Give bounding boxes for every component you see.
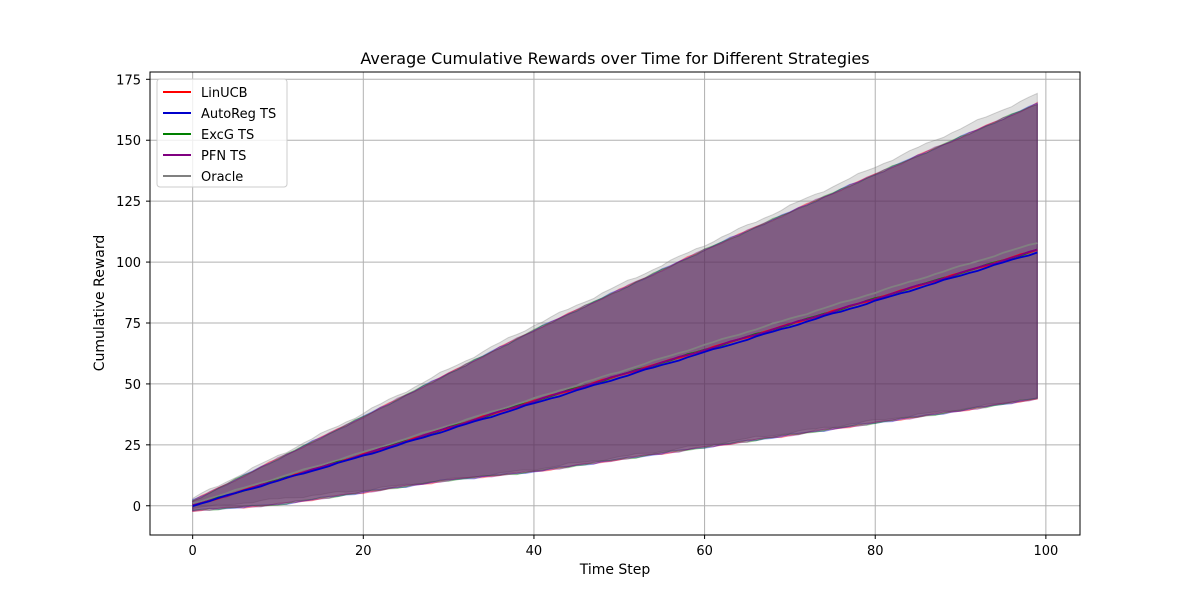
y-tick-label: 175 bbox=[116, 73, 141, 88]
y-tick-label: 150 bbox=[116, 134, 141, 149]
legend-label-linucb: LinUCB bbox=[201, 86, 248, 101]
legend-label-excg-ts: ExcG TS bbox=[201, 128, 254, 143]
band-linucb bbox=[192, 101, 1038, 512]
x-tick-label: 20 bbox=[355, 544, 372, 559]
band-autoreg-ts bbox=[192, 102, 1038, 512]
band-pfn-ts bbox=[192, 103, 1038, 512]
x-tick-label: 0 bbox=[189, 544, 197, 559]
band-oracle bbox=[192, 92, 1038, 509]
y-tick-label: 75 bbox=[124, 317, 141, 332]
x-tick-label: 80 bbox=[867, 544, 884, 559]
grid bbox=[150, 72, 1080, 535]
legend: LinUCB AutoReg TS ExcG TS PFN TS Oracle bbox=[156, 78, 288, 188]
band-excg-ts bbox=[192, 104, 1038, 511]
y-axis-label: Cumulative Reward bbox=[92, 235, 108, 372]
axis-ticks: 0 20 40 60 80 100 0 25 50 75 100 125 150 175 bbox=[116, 73, 1058, 559]
x-tick-label: 100 bbox=[1033, 544, 1058, 559]
x-tick-label: 40 bbox=[526, 544, 543, 559]
series-lines bbox=[192, 242, 1038, 507]
x-axis-label: Time Step bbox=[579, 562, 651, 578]
line-autoreg-ts bbox=[192, 251, 1038, 507]
line-pfn-ts bbox=[192, 248, 1038, 507]
y-tick-label: 25 bbox=[124, 439, 141, 454]
y-tick-label: 100 bbox=[116, 256, 141, 271]
legend-label-pfn-ts: PFN TS bbox=[201, 149, 246, 164]
x-tick-label: 60 bbox=[696, 544, 713, 559]
legend-frame bbox=[156, 78, 288, 188]
legend-label-oracle: Oracle bbox=[201, 170, 243, 185]
plot-frame bbox=[149, 71, 1081, 536]
line-oracle bbox=[192, 242, 1038, 504]
y-tick-label: 50 bbox=[124, 378, 141, 393]
chart-title: Average Cumulative Rewards over Time for… bbox=[360, 49, 869, 68]
y-tick-label: 0 bbox=[133, 500, 141, 515]
legend-label-autoreg-ts: AutoReg TS bbox=[201, 107, 276, 122]
confidence-bands bbox=[192, 92, 1038, 512]
y-tick-label: 125 bbox=[116, 195, 141, 210]
